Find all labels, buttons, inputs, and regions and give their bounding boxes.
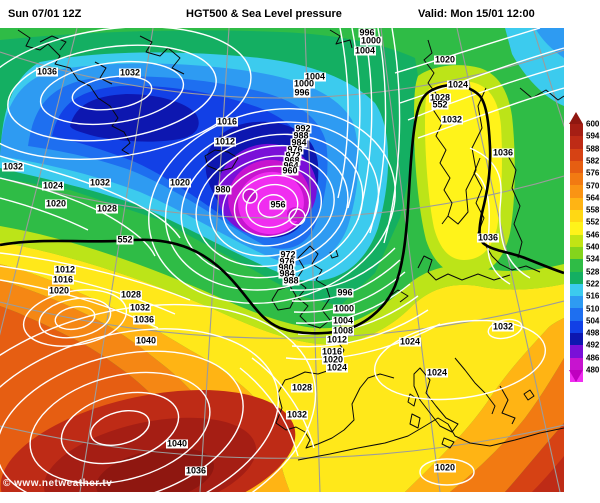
height-colorbar: 600 594 588 582 576 570 564 558 552 546 540 534 528 5… [569,112,600,387]
colorbar-segment [570,222,583,235]
colorbar-segment [570,259,583,272]
colorbar-value: 588 [586,144,600,154]
colorbar-value: 564 [586,193,600,203]
map-canvas [0,28,564,492]
chart-title: HGT500 & Sea Level pressure [186,8,342,20]
colorbar-value: 546 [586,230,600,240]
chart-header: Sun 07/01 12Z HGT500 & Sea Level pressur… [0,0,600,28]
colorbar-value: 558 [586,205,600,215]
colorbar-segment [570,210,583,223]
colorbar-segment [570,271,583,284]
colorbar-value: 492 [586,340,600,350]
colorbar-segment [570,308,583,321]
colorbar-value: 504 [586,316,600,326]
run-datetime: Sun 07/01 12Z [8,8,82,20]
colorbar-value: 534 [586,254,600,264]
colorbar-value: 480 [586,365,600,375]
colorbar-value: 594 [586,131,600,141]
colorbar-segments [570,124,583,383]
colorbar-segment [570,320,583,334]
colorbar-segment [570,124,583,137]
colorbar-segment [570,296,583,309]
colorbar-value: 498 [586,328,600,338]
colorbar-value: 582 [586,156,600,166]
colorbar-arrow-bottom [569,370,583,382]
contour-552 [0,83,564,335]
colorbar-segment [570,345,583,358]
colorbar-segment [570,197,583,211]
colorbar-value: 552 [586,217,600,227]
colorbar-segment [570,246,583,260]
colorbar-segment [570,357,583,370]
colorbar-segment [570,234,583,247]
colorbar-segment [570,148,583,161]
colorbar-value: 540 [586,242,600,252]
colorbar-segment [570,283,583,297]
colorbar-segment [570,160,583,174]
colorbar-segment [570,136,583,149]
colorbar-value: 522 [586,279,600,289]
colorbar-arrow-top [569,112,583,124]
synoptic-map [0,28,564,492]
colorbar-value: 528 [586,267,600,277]
colorbar-value: 510 [586,304,600,313]
watermark: © www.netweather.tv [3,478,113,489]
colorbar-value: 516 [586,291,600,301]
colorbar-value: 576 [586,168,600,178]
colorbar-segment [570,333,583,346]
colorbar-value: 486 [586,353,600,363]
colorbar-value: 600 [586,119,600,129]
colorbar-value: 570 [586,181,600,190]
colorbar-segment [570,173,583,186]
valid-datetime: Valid: Mon 15/01 12:00 [418,8,535,20]
colorbar-segment [570,185,583,198]
